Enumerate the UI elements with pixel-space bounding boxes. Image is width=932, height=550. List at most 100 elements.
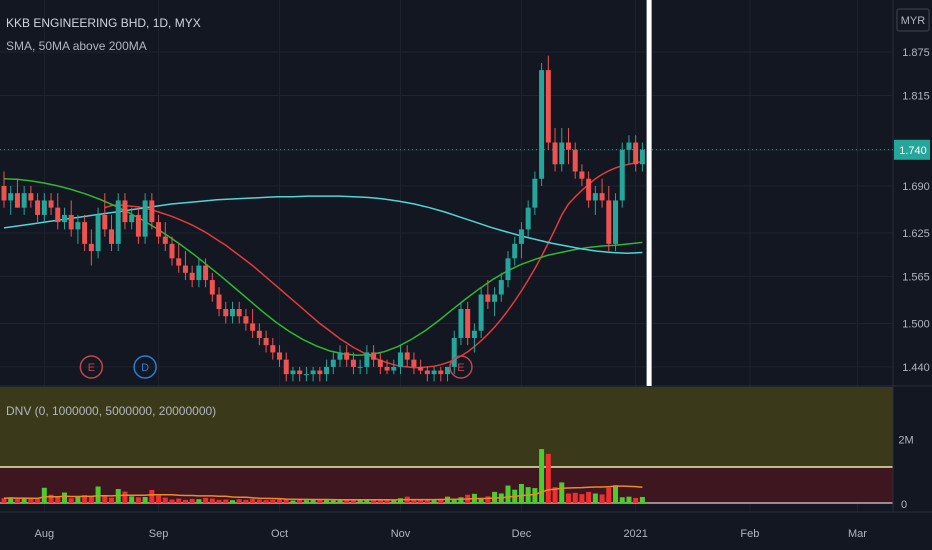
volume-bar [109,497,115,503]
event-marker-label: E [88,362,95,374]
last-price-label: 1.740 [899,145,927,157]
candle-body [8,193,14,201]
volume-bar [1,498,7,503]
candle-body [350,359,356,367]
price-tick-label: 1.500 [902,318,930,330]
volume-tick-label: 0 [901,499,907,511]
volume-bar [129,496,135,503]
candle-body [586,178,592,201]
volume-bar [384,499,390,503]
candle-body [364,352,370,367]
candle-body [229,309,235,317]
volume-bar [619,497,625,503]
volume-bar [75,496,81,503]
candle-body [565,142,571,150]
candle-body [633,142,639,165]
volume-bar [216,499,222,503]
volume-bar [95,486,101,503]
candle-body [35,200,41,215]
candle-body [518,229,524,244]
candle-body [505,258,511,281]
candle-body [377,359,383,367]
price-tick-label: 1.690 [902,181,930,193]
candle-body [209,280,215,295]
volume-bar [613,485,619,503]
candle-body [303,374,309,376]
candle-body [82,222,88,244]
volume-bar [397,498,403,503]
volume-panel: 2M 0 [0,385,932,511]
volume-bar [35,499,41,503]
volume-bar [438,498,444,503]
volume-bar [350,499,356,503]
volume-bar [505,485,511,503]
volume-bar [41,487,47,503]
volume-bar [371,499,377,503]
volume-bar [290,500,296,503]
candle-body [317,370,323,375]
candle-body [142,200,148,237]
volume-bar [310,499,316,503]
volume-bar [364,499,370,503]
candle-body [270,345,276,353]
candle-body [579,171,585,179]
candles [1,55,645,382]
event-marker [79,355,104,379]
volume-bar [451,498,457,503]
volume-bar [357,500,363,503]
volume-bar [162,497,168,503]
currency-button-frame[interactable] [896,8,930,32]
currency-button[interactable]: MYR [896,8,930,32]
candle-body [122,200,128,223]
candle-body [639,149,645,165]
volume-bar [411,499,417,503]
volume-bar [169,499,175,503]
volume-bar [330,500,336,503]
volume-bar [532,488,538,503]
candle-body [1,185,7,201]
event-marker-label: E [457,362,464,374]
currency-label: MYR [901,15,926,27]
volume-bar [599,494,605,503]
candle-body [545,70,551,143]
candle-body [290,370,296,375]
candle-body [391,366,397,371]
symbol-title: KKB ENGINEERING BHD, 1D, MYX [6,16,201,30]
volume-bar [277,499,283,503]
volume-bar [633,497,639,503]
candle-body [41,200,47,215]
ma-line-50ma [3,177,643,357]
date-highlight-bar [646,0,652,386]
candle-body [102,214,108,230]
volume-bar [283,499,289,503]
price-tick-label: 1.440 [902,362,930,374]
volume-bar [431,500,437,503]
volume-bar [270,499,276,503]
candle-body [75,222,81,230]
candle-body [344,352,350,360]
ma-line-200ma [3,195,643,255]
indicator-title: SMA, 50MA above 200MA [6,39,147,53]
candle-body [458,309,464,338]
candle-body [525,207,531,230]
volume-bar [156,495,162,503]
volume-bar [559,482,565,503]
volume-bar [176,498,182,503]
volume-bar [545,453,551,503]
candle-body [418,366,424,371]
volume-bar [229,500,235,503]
volume-bar [324,499,330,503]
candle-body [384,366,390,371]
candle-body [626,142,632,150]
time-tick-label: Mar [848,528,867,540]
volume-bar [135,497,141,503]
event-marker-label: D [141,362,149,374]
volume-bar [250,498,256,503]
volume-bar [565,493,571,503]
candle-body [149,200,155,223]
candle-body [297,370,303,375]
candle-body [465,309,471,338]
candle-body [243,316,249,324]
